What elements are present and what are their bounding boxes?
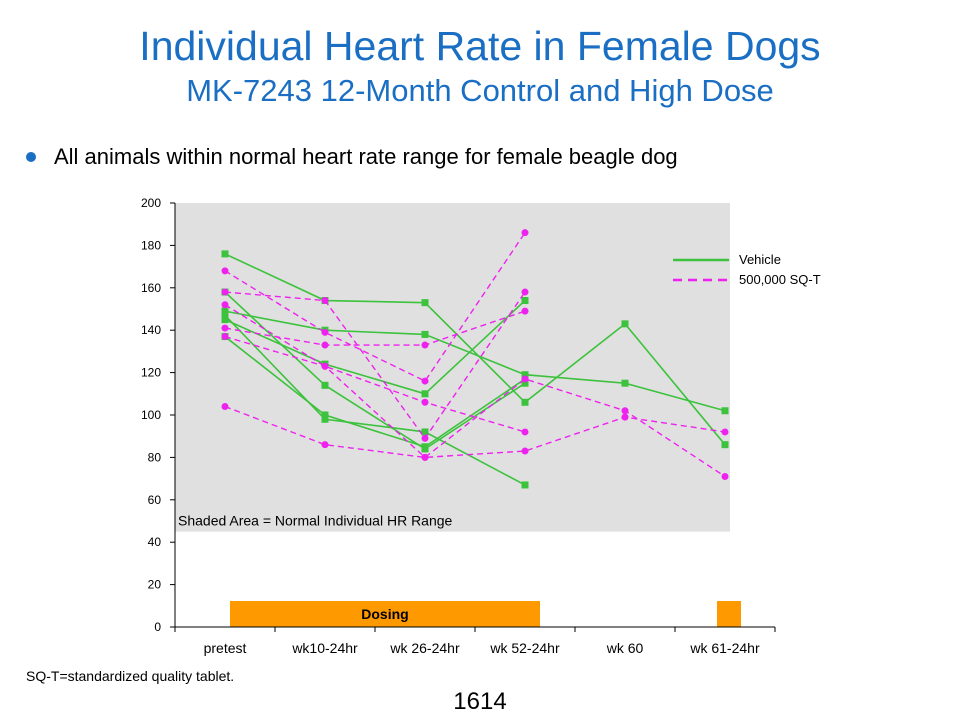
vehicle-series-line — [224, 299, 526, 395]
treated-data-point — [621, 407, 629, 415]
treated-series-line — [224, 335, 726, 478]
y-tick-label: 100 — [141, 408, 161, 422]
vehicle-data-point — [221, 250, 229, 258]
treated-data-point — [621, 413, 629, 421]
x-tick-label: wk 60 — [606, 640, 644, 656]
vehicle-data-point — [421, 390, 429, 398]
vehicle-data-point — [421, 330, 429, 338]
vehicle-data-point — [521, 297, 529, 305]
vehicle-data-point — [721, 441, 729, 449]
vehicle-data-point — [621, 379, 629, 387]
vehicle-data-point — [421, 443, 429, 451]
treated-data-point — [521, 428, 529, 436]
treated-data-point — [321, 297, 329, 305]
treated-data-point — [521, 288, 529, 296]
vehicle-data-point — [321, 381, 329, 389]
treated-data-point — [321, 341, 329, 349]
y-tick-label: 120 — [141, 366, 161, 380]
vehicle-data-point — [721, 407, 729, 415]
bullet-text: All animals within normal heart rate ran… — [54, 144, 678, 169]
treated-series-line — [224, 232, 526, 382]
treated-data-point — [321, 362, 329, 370]
y-tick-label: 0 — [154, 620, 161, 634]
bullet-point: All animals within normal heart rate ran… — [26, 144, 678, 170]
vehicle-series-line — [224, 310, 726, 412]
x-tick-label: wk10-24hr — [291, 640, 358, 656]
x-tick-label: pretest — [204, 640, 247, 656]
treated-data-point — [521, 375, 529, 383]
treated-data-point — [221, 288, 229, 296]
y-tick-label: 60 — [148, 493, 162, 507]
vehicle-data-point — [321, 411, 329, 419]
treated-data-point — [421, 398, 429, 406]
treated-data-point — [221, 324, 229, 332]
vehicle-data-point — [421, 299, 429, 307]
legend-treated-label: 500,000 SQ-T — [739, 272, 821, 287]
x-tick-label: wk 52-24hr — [489, 640, 560, 656]
treated-data-point — [321, 441, 329, 449]
vehicle-data-point — [421, 428, 429, 436]
treated-series-line — [224, 291, 526, 440]
slide-title: Individual Heart Rate in Female Dogs — [139, 23, 821, 69]
y-tick-label: 160 — [141, 281, 161, 295]
x-tick-label: wk 61-24hr — [689, 640, 760, 656]
treated-data-point — [221, 301, 229, 309]
treated-data-point — [721, 428, 729, 436]
treated-data-point — [521, 307, 529, 315]
y-tick-label: 200 — [141, 196, 161, 210]
vehicle-data-point — [221, 307, 229, 315]
treated-data-point — [221, 403, 229, 411]
y-tick-label: 180 — [141, 238, 161, 252]
y-tick-label: 80 — [148, 450, 162, 464]
treated-data-point — [421, 434, 429, 442]
vehicle-series-line — [224, 291, 526, 450]
treated-data-point — [521, 229, 529, 237]
vehicle-data-point — [621, 320, 629, 328]
y-tick-label: 20 — [148, 578, 162, 592]
treated-series-line — [224, 405, 726, 459]
vehicle-data-point — [221, 316, 229, 324]
treated-data-point — [321, 328, 329, 336]
treated-data-point — [421, 453, 429, 461]
vehicle-data-point — [521, 371, 529, 379]
slide-subtitle: MK-7243 12-Month Control and High Dose — [186, 73, 774, 108]
vehicle-data-point — [321, 415, 329, 423]
footnote: SQ-T=standardized quality tablet. — [26, 668, 235, 684]
treated-data-point — [421, 341, 429, 349]
treated-data-point — [221, 267, 229, 275]
page-number: 1614 — [453, 688, 507, 715]
dosing-bar — [717, 601, 741, 627]
dosing-bar — [230, 601, 540, 627]
vehicle-series-line — [224, 314, 526, 486]
treated-series-line — [224, 304, 526, 433]
treated-series-line — [224, 310, 526, 346]
vehicle-data-point — [521, 379, 529, 387]
dosing-label: Dosing — [361, 606, 408, 622]
heart-rate-chart: Shaded Area = Normal Individual HR Range… — [141, 196, 821, 656]
bullet-dot-icon — [26, 152, 36, 162]
vehicle-series-line — [224, 253, 726, 446]
vehicle-data-point — [221, 311, 229, 319]
treated-data-point — [221, 333, 229, 341]
vehicle-series-line — [224, 335, 526, 448]
y-tick-label: 40 — [148, 535, 162, 549]
x-tick-label: wk 26-24hr — [389, 640, 460, 656]
vehicle-data-point — [521, 398, 529, 406]
treated-data-point — [421, 377, 429, 385]
treated-data-point — [521, 447, 529, 455]
normal-range-label: Shaded Area = Normal Individual HR Range — [178, 513, 453, 529]
vehicle-data-point — [521, 481, 529, 489]
treated-data-point — [721, 472, 729, 480]
legend-vehicle-label: Vehicle — [739, 252, 781, 267]
y-tick-label: 140 — [141, 323, 161, 337]
